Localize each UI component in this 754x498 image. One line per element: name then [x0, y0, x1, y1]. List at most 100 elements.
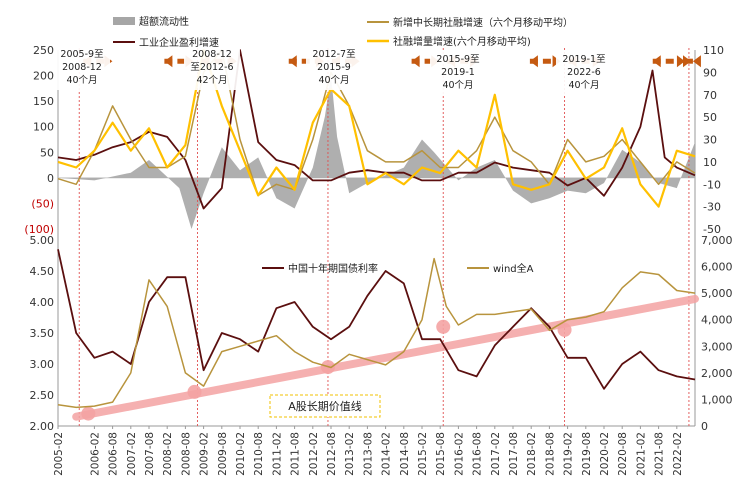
top-right-tick-label: -30 [703, 201, 721, 214]
top-left-tick-label: (100) [24, 223, 54, 236]
top-right-tick-label: 50 [703, 111, 717, 124]
x-tick-label: 2009-02 [199, 432, 211, 476]
cycle-annotation-line: 至2012-6 [190, 62, 233, 73]
x-tick-label: 2017-02 [490, 432, 502, 476]
cycle-arrow-tail [692, 55, 701, 68]
x-tick-label: 2007-02 [126, 432, 138, 476]
bottom-right-tick-label: 7,000 [701, 234, 733, 247]
cycle-annotation-line: 2005-9至 [60, 49, 103, 60]
legend-industrial-profit-label: 工业企业盈利增速 [139, 36, 219, 49]
x-tick-label: 2013-02 [344, 432, 356, 476]
cycle-arrow-tail [652, 55, 661, 68]
cycle-annotation-line: 2015-9至 [436, 54, 479, 65]
cycle-annotation-box-5 [556, 51, 612, 95]
top-left-tick-label: 200 [33, 70, 54, 83]
x-tick-label: 2005-02 [53, 432, 65, 476]
x-tick-label: 2021-02 [635, 432, 647, 476]
cycle-annotation-line: 2015-9 [317, 62, 351, 73]
x-tick-label: 2021-08 [654, 432, 666, 476]
top-right-tick-label: 90 [703, 66, 717, 79]
cycle-annotation-line: 40个月 [318, 75, 349, 86]
x-tick-label: 2008-02 [162, 432, 174, 476]
cycle-annotation-box-3 [306, 46, 362, 90]
legend-mid-long-tsf-label: 新增中长期社融增速（六个月移动平均） [393, 16, 573, 29]
top-left-tick-label: 150 [33, 95, 54, 108]
cycle-arrow-tail [288, 55, 297, 68]
wind-a-line [57, 257, 696, 409]
cycle-annotation-line: 2008-12 [62, 62, 102, 73]
excess-liquidity-bars [58, 75, 695, 229]
x-tick-label: 2020-08 [617, 432, 629, 476]
bottom-left-tick-label: 4.50 [30, 265, 55, 278]
value-line-marker-2 [187, 384, 202, 399]
x-tick-label: 2022-02 [672, 432, 684, 476]
bottom-right-tick-label: 1,000 [701, 393, 733, 406]
x-tick-label: 2019-08 [581, 432, 593, 476]
cycle-arrow-tail [164, 55, 173, 68]
top-left-tick-label: (50) [31, 197, 54, 210]
bottom-right-tick-label: 0 [701, 420, 708, 433]
bottom-left-tick-label: 3.50 [30, 327, 55, 340]
excess-liquidity-area [58, 75, 695, 229]
x-tick-label: 2014-02 [381, 432, 393, 476]
x-tick-label: 2009-08 [217, 432, 229, 476]
cycle-annotation-line: 42个月 [196, 75, 227, 86]
x-tick-label: 2007-08 [144, 432, 156, 476]
axes: 250 200 150 100 50 0 (50) (100) 110 90 70 50 30 10 -10… [24, 44, 732, 476]
top-left-tick-label: 250 [33, 44, 54, 57]
value-line-marker-5 [557, 322, 572, 337]
bottom-left-tick-label: 2.50 [30, 389, 55, 402]
series-lines [57, 48, 696, 409]
cycle-annotation-line: 2012-7至 [312, 49, 355, 60]
cycle-arrow-head [683, 55, 691, 68]
cycle-annotation-box-4 [430, 51, 486, 95]
value-line [72, 294, 699, 421]
top-right-tick-label: 30 [703, 134, 717, 147]
mid-long-tsf-line [57, 49, 696, 197]
top-right-tick-label: -50 [703, 223, 721, 236]
cycle-annotation-line: 2022-6 [567, 67, 601, 78]
x-tick-label: 2015-02 [417, 432, 429, 476]
top-left-tick-label: 0 [47, 172, 54, 185]
x-tick-label: 2017-08 [508, 432, 520, 476]
cycle-annotation-line: 2008-12 [192, 49, 232, 60]
top-left-tick-label: 100 [33, 121, 54, 134]
cycle-annotation-line: 40个月 [568, 80, 599, 91]
bottom-left-tick-label: 2.00 [30, 420, 55, 433]
bond-yield-line [57, 249, 696, 390]
top-right-tick-label: 110 [703, 44, 724, 57]
bottom-left-tick-label: 5.00 [30, 234, 55, 247]
legend-wind-a-label: wind全A [493, 262, 534, 275]
top-right-tick-label: 10 [703, 156, 717, 169]
cycle-arrow-tail [411, 55, 420, 68]
long-term-value-line: A股长期价值线 [72, 294, 699, 421]
legend-tsf-stock-label: 社融增量增速(六个月移动平均) [393, 35, 531, 48]
value-line-marker-4 [436, 319, 451, 334]
bottom-right-tick-label: 5,000 [701, 287, 733, 300]
tsf-stock-line [57, 48, 696, 208]
top-right-tick-label: 70 [703, 89, 717, 102]
x-tick-label: 2006-08 [108, 432, 120, 476]
top-left-tick-label: 50 [40, 146, 54, 159]
cycle-annotation-line: 40个月 [442, 80, 473, 91]
cycle-annotation-box-1 [54, 46, 110, 90]
value-line-label: A股长期价值线 [288, 399, 362, 413]
x-tick-label: 2015-08 [435, 432, 447, 476]
x-tick-label: 2013-08 [362, 432, 374, 476]
cycle-annotation-line: 40个月 [66, 75, 97, 86]
legend-bond-yield-label: 中国十年期国债利率 [288, 262, 378, 275]
x-tick-label: 2014-08 [399, 432, 411, 476]
legend-excess-liquidity-label: 超额流动性 [139, 15, 189, 28]
cycle-annotation-box-2 [184, 46, 240, 90]
x-tick-label: 2012-08 [326, 432, 338, 476]
panel-frames [57, 50, 696, 427]
value-line-label-box [269, 394, 381, 418]
x-tick-label: 2018-02 [526, 432, 538, 476]
x-tick-label: 2010-02 [235, 432, 247, 476]
top-right-tick-label: -10 [703, 178, 721, 191]
x-tick-label: 2012-02 [308, 432, 320, 476]
x-tick-label: 2006-02 [89, 432, 101, 476]
